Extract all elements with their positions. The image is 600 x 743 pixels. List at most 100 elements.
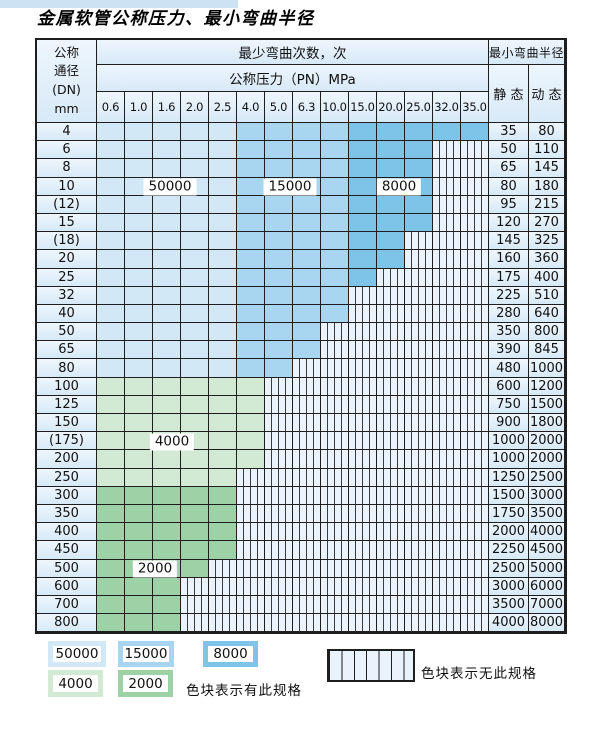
dynamic-value-cell: 215 xyxy=(529,195,565,214)
spec-cell xyxy=(125,268,153,287)
spec-cell xyxy=(321,141,349,160)
static-value-cell: 280 xyxy=(489,304,529,324)
dn-cell: 700 xyxy=(37,595,97,615)
no-spec-cell xyxy=(237,468,265,487)
pressure-tick: 0.6 xyxy=(97,92,125,123)
no-spec-cell xyxy=(405,614,433,633)
no-spec-cell xyxy=(377,523,405,542)
no-spec-cell xyxy=(433,559,461,578)
spec-cell xyxy=(97,523,125,542)
dn-cell: 450 xyxy=(37,541,97,560)
no-spec-cell xyxy=(461,614,489,633)
spec-cell xyxy=(461,123,489,142)
spec-cell xyxy=(293,323,321,342)
no-spec-cell xyxy=(433,268,461,287)
static-value-cell: 1250 xyxy=(489,468,529,487)
dynamic-value-cell: 845 xyxy=(529,341,565,360)
no-spec-cell xyxy=(293,450,321,469)
no-spec-cell xyxy=(265,377,293,396)
spec-cell xyxy=(293,213,321,233)
spec-cell xyxy=(321,286,349,305)
no-spec-cell xyxy=(433,414,461,433)
spec-cell xyxy=(209,468,237,487)
no-spec-cell xyxy=(461,377,489,396)
spec-cell xyxy=(181,523,209,542)
spec-cell xyxy=(153,450,181,469)
no-spec-cell xyxy=(405,559,433,578)
spec-cell xyxy=(377,159,405,178)
spec-cell xyxy=(293,341,321,360)
spec-cell xyxy=(265,159,293,178)
no-spec-cell xyxy=(461,286,489,305)
spec-cell xyxy=(153,614,181,633)
spec-cell xyxy=(237,123,265,142)
no-spec-cell xyxy=(265,577,293,596)
spec-cell xyxy=(181,504,209,524)
static-header: 静 态 xyxy=(489,65,529,123)
no-spec-cell xyxy=(461,504,489,524)
spec-cell xyxy=(125,123,153,142)
no-spec-cell xyxy=(209,614,237,633)
spec-cell xyxy=(237,395,265,414)
no-spec-cell xyxy=(349,559,377,578)
dn-header-line2: 通径 xyxy=(53,63,79,79)
spec-cell xyxy=(125,159,153,178)
spec-cell xyxy=(97,123,125,142)
spec-cell xyxy=(349,268,377,287)
dynamic-header: 动 态 xyxy=(529,65,565,123)
no-spec-cell xyxy=(433,159,461,178)
no-spec-cell xyxy=(349,577,377,596)
static-value-cell: 1000 xyxy=(489,450,529,469)
spec-cell xyxy=(237,323,265,342)
spec-cell xyxy=(181,159,209,178)
spec-cell xyxy=(153,286,181,305)
no-spec-cell xyxy=(293,595,321,615)
spec-cell xyxy=(209,414,237,433)
spec-cell xyxy=(209,141,237,160)
dn-cell: 350 xyxy=(37,504,97,524)
legend-box-4000: 4000 xyxy=(48,670,103,697)
spec-cell xyxy=(405,195,433,214)
no-spec-cell xyxy=(349,395,377,414)
no-spec-cell xyxy=(433,595,461,615)
dynamic-value-cell: 510 xyxy=(529,286,565,305)
no-spec-cell xyxy=(433,341,461,360)
spec-cell xyxy=(125,323,153,342)
spec-cell xyxy=(97,450,125,469)
no-spec-cell xyxy=(461,414,489,433)
no-spec-cell xyxy=(349,304,377,324)
spec-cell xyxy=(293,159,321,178)
spec-cell xyxy=(237,359,265,378)
dn-cell: 20 xyxy=(37,250,97,269)
no-spec-cell xyxy=(265,541,293,560)
spec-cell xyxy=(125,250,153,269)
no-spec-cell xyxy=(349,359,377,378)
static-value-cell: 390 xyxy=(489,341,529,360)
legend-label-50000: 50000 xyxy=(55,646,99,662)
no-spec-cell xyxy=(377,468,405,487)
spec-cell xyxy=(153,195,181,214)
spec-cell xyxy=(433,123,461,142)
static-value-cell: 50 xyxy=(489,141,529,160)
no-spec-cell xyxy=(237,523,265,542)
spec-cell xyxy=(97,541,125,560)
no-spec-cell xyxy=(461,159,489,178)
no-spec-cell xyxy=(265,450,293,469)
static-value-cell: 2250 xyxy=(489,541,529,560)
dynamic-value-cell: 3000 xyxy=(529,486,565,505)
no-spec-cell xyxy=(461,541,489,560)
no-spec-cell xyxy=(461,341,489,360)
spec-cell xyxy=(97,395,125,414)
spec-cell xyxy=(97,559,125,578)
spec-cell xyxy=(125,450,153,469)
dn-cell: 300 xyxy=(37,486,97,505)
pressure-tick: 35.0 xyxy=(461,92,489,123)
no-spec-cell xyxy=(349,486,377,505)
spec-cell xyxy=(293,250,321,269)
spec-cell xyxy=(405,141,433,160)
spec-cell xyxy=(209,359,237,378)
spec-cell xyxy=(209,450,237,469)
spec-cell xyxy=(153,595,181,615)
spec-cell xyxy=(209,268,237,287)
pressure-tick: 15.0 xyxy=(349,92,377,123)
